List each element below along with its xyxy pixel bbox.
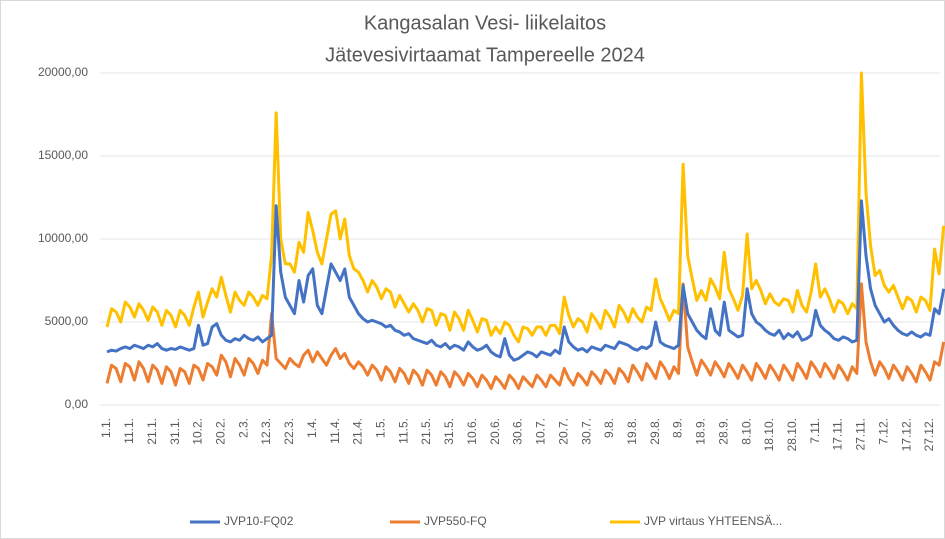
chart-subtitle: Jätevesivirtaamat Tampereelle 2024: [325, 44, 645, 66]
x-tick-label: 31.1.: [168, 418, 182, 445]
series-line: [105, 71, 945, 344]
x-tick-label: 8.9.: [671, 418, 685, 438]
legend-label: JVP virtaus YHTEENSÄ...: [644, 514, 782, 528]
x-tick-label: 27.11.: [854, 418, 868, 450]
x-tick-label: 9.8.: [602, 418, 616, 438]
x-tick-label: 18.9.: [694, 418, 708, 445]
legend-label: JVP550-FQ: [424, 514, 487, 528]
x-tick-label: 31.5.: [442, 418, 456, 445]
x-tick-label: 10.6.: [465, 418, 479, 445]
x-tick-label: 1.5.: [374, 418, 388, 438]
x-tick-label: 29.8.: [648, 418, 662, 445]
x-tick-label: 30.7.: [579, 418, 593, 445]
x-tick-label: 7.11.: [808, 418, 822, 444]
y-tick-label: 5000,00: [45, 314, 89, 328]
x-tick-label: 10.2.: [191, 418, 205, 445]
series-line: [106, 199, 945, 362]
x-tick-label: 17.11.: [831, 418, 845, 450]
x-tick-label: 21.1.: [145, 418, 159, 445]
x-tick-label: 21.5.: [419, 418, 433, 445]
x-tick-label: 20.6.: [488, 418, 502, 445]
x-tick-label: 11.4.: [328, 418, 342, 444]
x-tick-label: 19.8.: [625, 418, 639, 445]
x-tick-label: 1.4.: [305, 418, 319, 438]
y-tick-label: 0,00: [65, 397, 89, 411]
x-tick-label: 18.10.: [762, 418, 776, 451]
x-tick-label: 1.1.: [99, 418, 113, 438]
y-tick-label: 10000,00: [38, 231, 88, 245]
x-tick-label: 2.3.: [236, 418, 250, 438]
x-tick-label: 11.5.: [396, 418, 410, 444]
x-tick-label: 27.12.: [922, 418, 936, 451]
x-tick-label: 28.10.: [785, 418, 799, 451]
y-tick-label: 20000,00: [38, 65, 88, 79]
x-tick-label: 22.3.: [282, 418, 296, 445]
x-tick-label: 20.2.: [213, 418, 227, 445]
series-line: [105, 282, 945, 390]
chart-title: Kangasalan Vesi- liikelaitos: [364, 12, 606, 34]
x-tick-label: 10.7.: [534, 418, 548, 445]
x-tick-label: 8.10.: [739, 418, 753, 445]
x-tick-label: 20.7.: [556, 418, 570, 445]
legend-label: JVP10-FQ02: [224, 514, 294, 528]
x-tick-label: 21.4.: [351, 418, 365, 445]
x-tick-label: 11.1.: [122, 418, 136, 444]
x-tick-label: 30.6.: [511, 418, 525, 445]
y-tick-label: 15000,00: [38, 148, 88, 162]
x-tick-label: 28.9.: [716, 418, 730, 445]
x-tick-label: 7.12.: [876, 418, 890, 445]
x-tick-label: 17.12.: [899, 418, 913, 451]
x-tick-label: 12.3.: [259, 418, 273, 445]
